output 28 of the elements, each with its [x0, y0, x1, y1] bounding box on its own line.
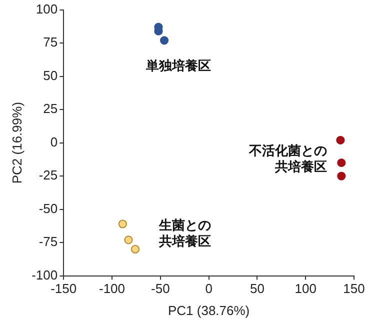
- y-axis-title: PC2 (16.99%): [9, 102, 24, 184]
- y-tick-label: 25: [43, 101, 58, 116]
- y-tick-label: 75: [43, 34, 58, 50]
- point: [124, 236, 133, 244]
- y-tick-label: 100: [36, 1, 58, 16]
- x-tick-label: 0: [205, 281, 212, 296]
- y-tick-label: -25: [38, 168, 58, 183]
- y-tick-label: -100: [32, 267, 58, 282]
- y-tick-label: 50: [43, 68, 58, 83]
- x-tick-label: 50: [250, 281, 264, 296]
- y-tick-label: 0: [50, 134, 58, 150]
- point: [118, 220, 127, 228]
- point: [336, 136, 345, 144]
- x-axis-title: PC1 (38.76%): [168, 302, 250, 318]
- x-tick-label: -150: [50, 281, 77, 296]
- series-label: 単独培養区: [144, 58, 211, 73]
- point: [130, 244, 140, 254]
- x-tick-label: -50: [151, 281, 170, 296]
- x-tick-label: 150: [343, 281, 365, 296]
- series-label: 生菌との共培養区: [158, 217, 211, 248]
- series-label: 不活化菌との共培養区: [248, 143, 328, 174]
- point: [160, 36, 169, 45]
- y-tick-label: -50: [38, 200, 58, 216]
- x-tick-label: -100: [99, 281, 126, 296]
- point: [337, 172, 346, 180]
- point: [337, 158, 346, 168]
- y-tick-label: -75: [38, 234, 58, 250]
- x-tick-label: 100: [294, 281, 316, 296]
